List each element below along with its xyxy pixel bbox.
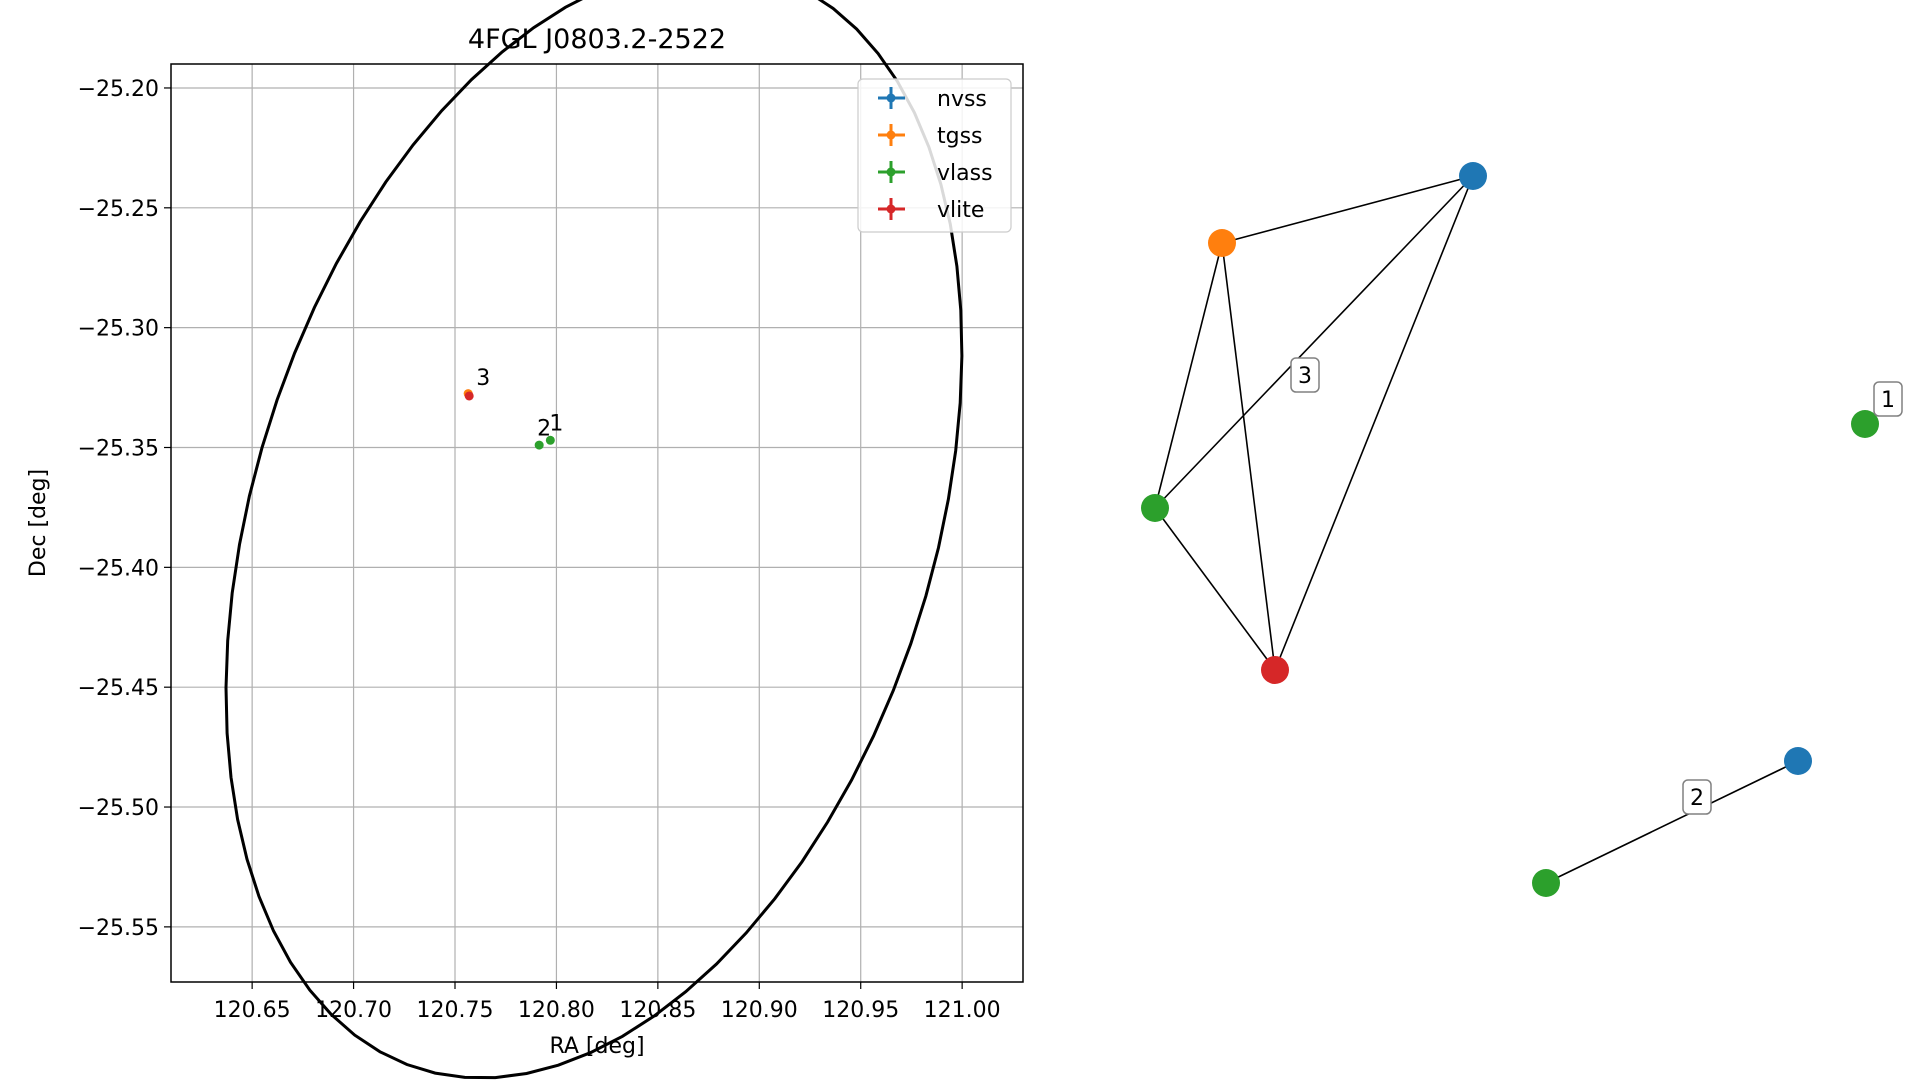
network-graph: 3 1 2	[1141, 162, 1903, 897]
component-label: 2	[1690, 786, 1704, 811]
graph-node-tgss	[1208, 229, 1236, 257]
y-tick-label: −25.40	[78, 556, 159, 581]
point-annotation: 1	[549, 412, 563, 437]
x-tick-label: 120.75	[417, 998, 494, 1023]
legend-item-vlass: vlass	[878, 161, 993, 186]
legend-label: vlite	[937, 198, 984, 223]
y-tick-label: −25.20	[78, 77, 159, 102]
graph-edge	[1154, 242, 1223, 509]
component-1: 1	[1851, 381, 1903, 438]
x-axis-title: RA [deg]	[549, 1034, 644, 1059]
graph-edge	[1221, 242, 1276, 671]
x-tick-label: 121.00	[924, 998, 1001, 1023]
scatter-plot: 120.65 120.70 120.75 120.80 120.85 120.90 120.…	[26, 0, 1024, 1080]
vlass-point	[545, 435, 555, 445]
component-2: 2	[1532, 747, 1812, 897]
graph-node-nvss	[1784, 747, 1812, 775]
graph-node-vlass	[1532, 869, 1560, 897]
x-tick-label: 120.85	[619, 998, 696, 1023]
point-annotation: 3	[476, 366, 490, 391]
legend: nvss tgss vlass vlite	[857, 78, 1012, 233]
graph-node-vlass	[1851, 410, 1879, 438]
x-tick-label: 120.90	[721, 998, 798, 1023]
y-tick-label: −25.45	[78, 676, 159, 701]
error-ellipse	[224, 0, 964, 1080]
x-tick-label: 120.95	[822, 998, 899, 1023]
component-3: 3	[1141, 162, 1487, 684]
legend-marker-dot	[886, 93, 896, 103]
y-axis-title: Dec [deg]	[26, 469, 51, 577]
graph-edge	[1154, 507, 1276, 671]
legend-marker-dot	[886, 130, 896, 140]
component-label-box	[1290, 357, 1320, 393]
legend-marker-dot	[886, 204, 896, 214]
graph-node-vlass	[1141, 494, 1169, 522]
graph-edge	[1274, 175, 1474, 671]
component-label-box	[1873, 381, 1903, 417]
legend-box	[857, 78, 1012, 233]
legend-label: nvss	[937, 87, 987, 112]
y-tick-label: −25.25	[78, 197, 159, 222]
vlass-point	[534, 440, 544, 450]
component-label: 3	[1298, 364, 1312, 389]
graph-node-vlite	[1261, 656, 1289, 684]
legend-marker-dot	[886, 167, 896, 177]
legend-item-vlite: vlite	[878, 198, 984, 223]
graph-edge	[1221, 175, 1474, 244]
y-tick-label: −25.30	[78, 317, 159, 342]
component-label-box	[1682, 779, 1712, 815]
x-tick-label: 120.80	[518, 998, 595, 1023]
component-label: 1	[1881, 388, 1895, 413]
plot-frame	[170, 63, 1024, 983]
legend-item-tgss: tgss	[878, 124, 983, 149]
y-tick-label: −25.50	[78, 796, 159, 821]
graph-node-nvss	[1459, 162, 1487, 190]
legend-label: vlass	[937, 161, 993, 186]
y-tick-label: −25.55	[78, 916, 159, 941]
x-tick-label: 120.65	[214, 998, 291, 1023]
point-annotation: 2	[537, 417, 551, 442]
vlite-point	[464, 391, 474, 401]
graph-edge	[1154, 175, 1474, 509]
chart-title: 4FGL J0803.2-2522	[468, 24, 726, 55]
legend-item-nvss: nvss	[878, 87, 987, 112]
legend-label: tgss	[937, 124, 983, 149]
graph-edge	[1545, 760, 1799, 884]
y-tick-label: −25.35	[78, 436, 159, 461]
